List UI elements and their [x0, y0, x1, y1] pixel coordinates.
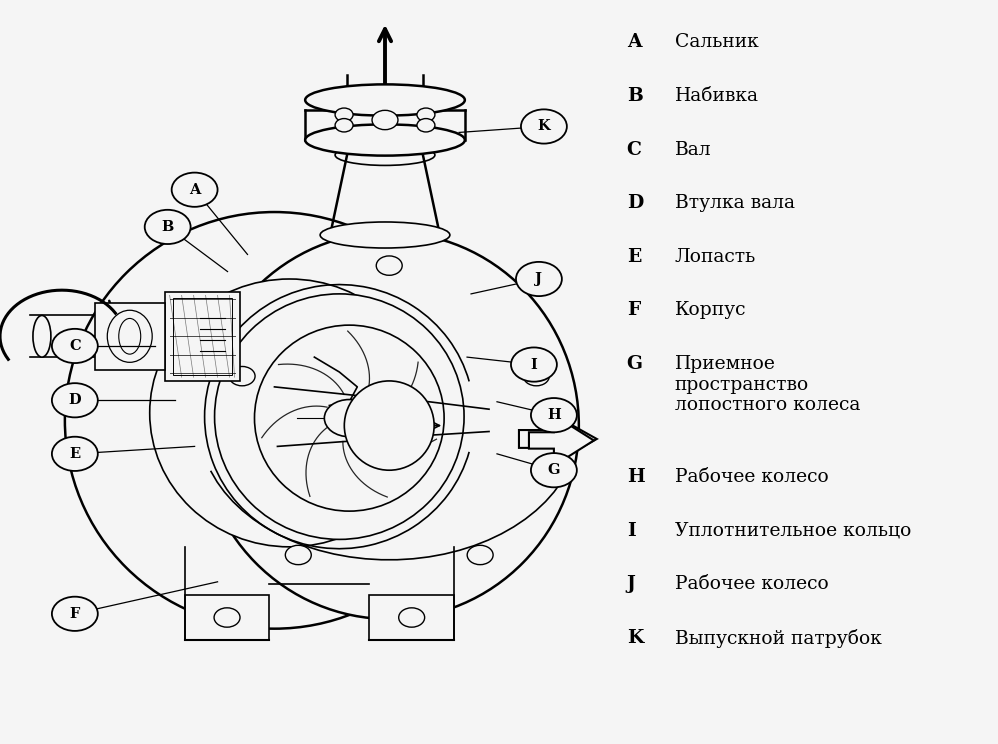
- Polygon shape: [369, 595, 454, 640]
- Text: E: E: [627, 248, 641, 266]
- Text: Сальник: Сальник: [675, 33, 758, 51]
- Circle shape: [417, 108, 435, 121]
- Text: Рабочее колесо: Рабочее колесо: [675, 468, 828, 486]
- Polygon shape: [95, 303, 165, 370]
- Circle shape: [172, 173, 218, 207]
- Circle shape: [531, 398, 577, 432]
- Text: E: E: [69, 447, 81, 461]
- Ellipse shape: [335, 144, 435, 165]
- Text: K: K: [627, 629, 643, 647]
- Ellipse shape: [119, 318, 141, 354]
- Ellipse shape: [305, 124, 465, 155]
- Text: F: F: [627, 301, 640, 319]
- Text: I: I: [627, 522, 636, 539]
- Circle shape: [398, 608, 424, 627]
- Text: C: C: [69, 339, 81, 353]
- Polygon shape: [529, 415, 594, 466]
- Text: Вал: Вал: [675, 141, 712, 158]
- Circle shape: [511, 347, 557, 382]
- Circle shape: [335, 108, 353, 121]
- Ellipse shape: [150, 279, 429, 547]
- Text: G: G: [548, 464, 560, 477]
- Circle shape: [372, 110, 398, 129]
- Ellipse shape: [33, 315, 51, 357]
- Text: I: I: [531, 358, 537, 371]
- Circle shape: [531, 453, 577, 487]
- Text: Рабочее колесо: Рабочее колесо: [675, 575, 828, 593]
- Ellipse shape: [254, 325, 444, 511]
- Polygon shape: [165, 292, 240, 381]
- Polygon shape: [185, 595, 269, 640]
- Circle shape: [335, 118, 353, 132]
- Circle shape: [52, 597, 98, 631]
- Text: K: K: [538, 120, 550, 133]
- Text: Уплотнительное кольцо: Уплотнительное кольцо: [675, 522, 911, 539]
- Text: C: C: [627, 141, 642, 158]
- Circle shape: [145, 210, 191, 244]
- Text: F: F: [70, 607, 80, 620]
- Circle shape: [376, 256, 402, 275]
- Circle shape: [52, 329, 98, 363]
- Ellipse shape: [305, 84, 465, 115]
- Circle shape: [324, 400, 374, 437]
- Text: Набивка: Набивка: [675, 87, 758, 105]
- Text: Лопасть: Лопасть: [675, 248, 755, 266]
- Polygon shape: [519, 417, 597, 461]
- Circle shape: [516, 262, 562, 296]
- Text: A: A: [627, 33, 642, 51]
- Ellipse shape: [320, 222, 450, 248]
- Circle shape: [52, 383, 98, 417]
- Text: D: D: [627, 194, 643, 212]
- Text: J: J: [627, 575, 636, 593]
- Ellipse shape: [215, 294, 464, 539]
- Text: J: J: [535, 272, 543, 286]
- Text: H: H: [627, 468, 645, 486]
- Circle shape: [521, 109, 567, 144]
- Circle shape: [523, 367, 549, 386]
- Text: Приемное
пространство
лопостного колеса: Приемное пространство лопостного колеса: [675, 355, 860, 414]
- Circle shape: [285, 545, 311, 565]
- Ellipse shape: [200, 232, 579, 619]
- Ellipse shape: [344, 381, 434, 470]
- Text: G: G: [627, 355, 643, 373]
- Text: H: H: [547, 408, 561, 422]
- Ellipse shape: [65, 212, 484, 629]
- Circle shape: [214, 608, 240, 627]
- Circle shape: [52, 437, 98, 471]
- Text: D: D: [69, 394, 81, 407]
- Circle shape: [230, 367, 255, 386]
- Text: A: A: [189, 183, 201, 196]
- Text: Корпус: Корпус: [675, 301, 747, 319]
- Text: Втулка вала: Втулка вала: [675, 194, 794, 212]
- Circle shape: [417, 118, 435, 132]
- Circle shape: [467, 545, 493, 565]
- Text: B: B: [162, 220, 174, 234]
- Ellipse shape: [108, 310, 152, 362]
- Text: B: B: [627, 87, 643, 105]
- Text: Выпускной патрубок: Выпускной патрубок: [675, 629, 881, 648]
